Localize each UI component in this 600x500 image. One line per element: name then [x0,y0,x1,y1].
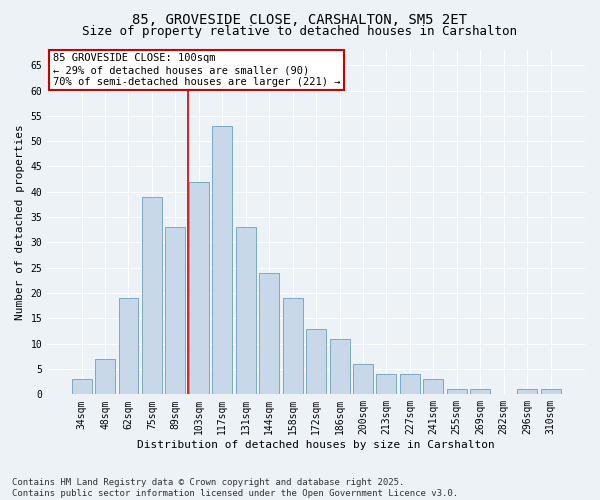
Y-axis label: Number of detached properties: Number of detached properties [15,124,25,320]
Bar [95,359,115,394]
Bar [283,298,302,394]
Text: 85 GROVESIDE CLOSE: 100sqm
← 29% of detached houses are smaller (90)
70% of semi: 85 GROVESIDE CLOSE: 100sqm ← 29% of deta… [53,54,340,86]
Bar [447,390,467,394]
Bar [376,374,397,394]
Bar [470,390,490,394]
Bar [119,298,139,394]
Bar [166,227,185,394]
Bar [517,390,537,394]
Bar [424,379,443,394]
Bar [142,197,162,394]
X-axis label: Distribution of detached houses by size in Carshalton: Distribution of detached houses by size … [137,440,495,450]
Text: Size of property relative to detached houses in Carshalton: Size of property relative to detached ho… [83,25,517,38]
Text: 85, GROVESIDE CLOSE, CARSHALTON, SM5 2ET: 85, GROVESIDE CLOSE, CARSHALTON, SM5 2ET [133,12,467,26]
Bar [71,379,92,394]
Bar [212,126,232,394]
Text: Contains HM Land Registry data © Crown copyright and database right 2025.
Contai: Contains HM Land Registry data © Crown c… [12,478,458,498]
Bar [189,182,209,394]
Bar [306,328,326,394]
Bar [400,374,420,394]
Bar [259,273,279,394]
Bar [353,364,373,394]
Bar [541,390,560,394]
Bar [236,227,256,394]
Bar [329,338,350,394]
